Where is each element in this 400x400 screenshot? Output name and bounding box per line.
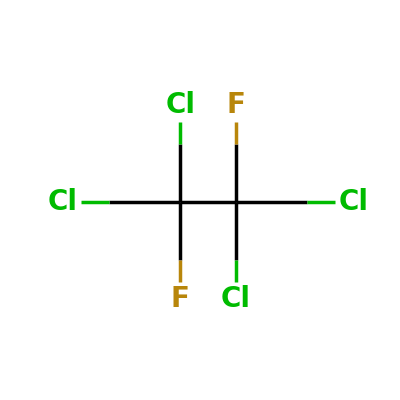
Text: F: F (226, 91, 246, 119)
Text: Cl: Cl (165, 91, 195, 119)
Text: Cl: Cl (48, 188, 78, 216)
Text: Cl: Cl (221, 285, 251, 313)
Text: F: F (171, 285, 190, 313)
Text: Cl: Cl (339, 188, 369, 216)
